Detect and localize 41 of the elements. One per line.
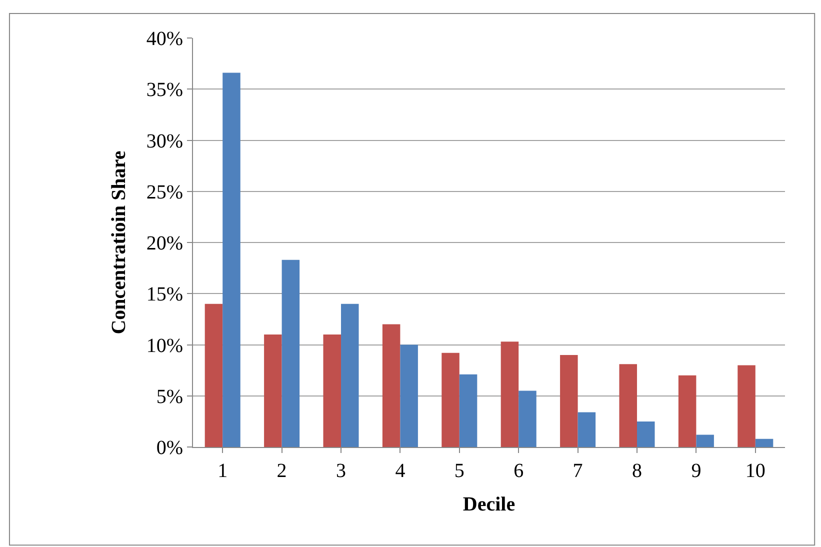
y-tick-label: 15% [146, 284, 183, 306]
bar [560, 354, 578, 447]
bar [222, 72, 240, 447]
bar [738, 365, 756, 447]
x-tick-label: 9 [691, 460, 702, 482]
bar [282, 260, 300, 447]
x-tick-label: 8 [632, 460, 642, 482]
y-tick-label: 25% [146, 181, 183, 204]
y-tick-label: 30% [146, 130, 183, 152]
bar [619, 364, 637, 447]
x-tick-label: 1 [218, 460, 228, 482]
y-tick-label: 35% [146, 79, 183, 102]
bar [400, 344, 418, 447]
y-tick-label: 10% [146, 334, 183, 357]
x-tick-label: 7 [572, 460, 583, 482]
bar [637, 421, 655, 447]
bar [755, 438, 774, 447]
x-tick-label: 3 [336, 460, 346, 482]
y-tick-label: 40% [146, 28, 183, 50]
bar [264, 334, 282, 447]
bar [678, 375, 696, 447]
bar [204, 304, 223, 447]
bar [382, 324, 400, 447]
x-axis-title: Decile [462, 494, 516, 516]
y-tick-label: 20% [146, 232, 183, 254]
bar [518, 390, 536, 447]
bar [578, 412, 596, 447]
y-tick-label: 0% [156, 437, 183, 459]
x-tick-label: 6 [514, 460, 524, 482]
y-axis-title: Concentratioin Share [108, 150, 130, 334]
bar [323, 334, 341, 447]
y-tick-label: 5% [156, 386, 183, 408]
bar [341, 304, 359, 447]
x-tick-label: 4 [395, 460, 406, 482]
bar [500, 342, 519, 447]
bar [696, 434, 714, 447]
x-tick-label: 5 [454, 460, 464, 482]
x-tick-label: 2 [276, 460, 287, 482]
bar [442, 352, 460, 447]
bar [459, 374, 478, 447]
x-tick-label: 10 [745, 460, 766, 482]
